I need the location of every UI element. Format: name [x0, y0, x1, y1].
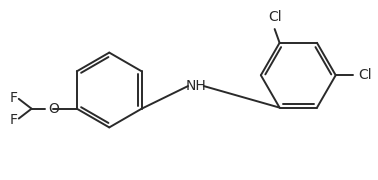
Text: F: F — [10, 91, 18, 105]
Text: NH: NH — [186, 79, 206, 93]
Text: O: O — [48, 102, 59, 116]
Text: F: F — [10, 112, 18, 127]
Text: Cl: Cl — [358, 68, 372, 82]
Text: Cl: Cl — [268, 10, 282, 24]
